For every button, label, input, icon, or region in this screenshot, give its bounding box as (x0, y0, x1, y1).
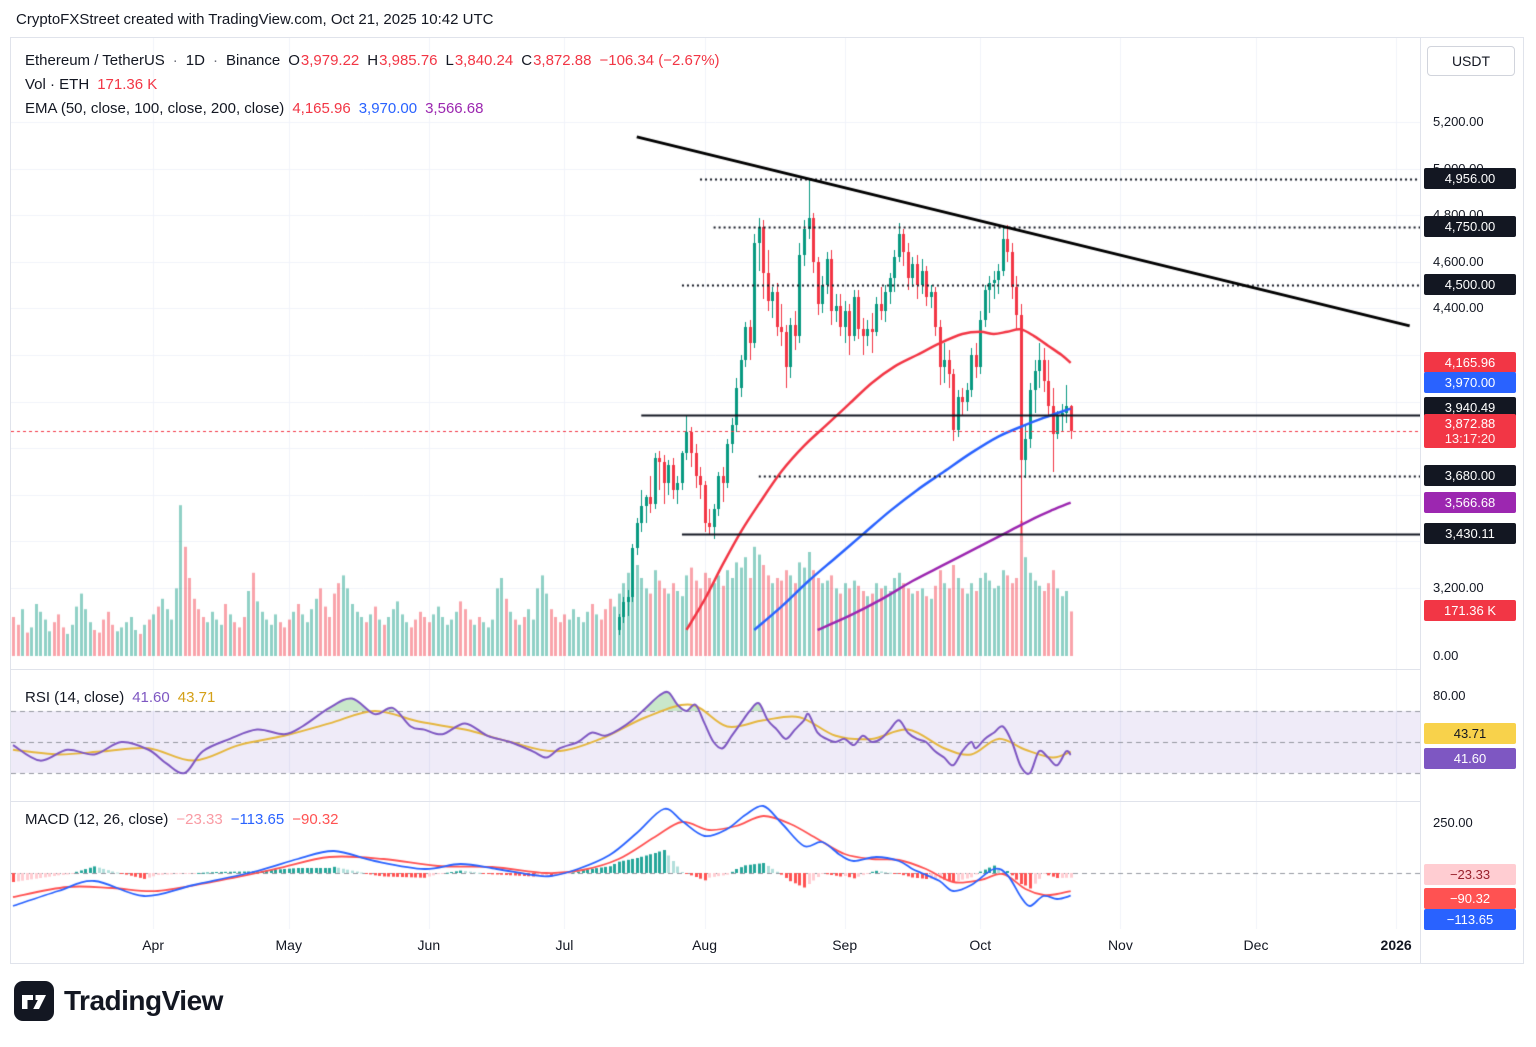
time-label: Sep (832, 937, 858, 953)
price-axis-label: 4,600.00 (1433, 253, 1484, 269)
ohlc-close: C3,872.88 (521, 52, 592, 69)
symbol-legend-row: Ethereum / TetherUS · 1D · Binance O3,97… (25, 52, 720, 69)
price-level-badge: 4,165.96 (1424, 351, 1516, 373)
caption-text: CryptoFXStreet created with TradingView.… (16, 11, 494, 28)
time-axis[interactable]: Apr May Jun Jul Aug Sep Oct Nov Dec 2026 (11, 929, 1420, 963)
macd-signal-value: −90.32 (292, 811, 339, 828)
volume-value: 171.36 K (97, 76, 158, 93)
ema200-value: 3,566.68 (425, 100, 484, 117)
rsi-ma-value: 43.71 (177, 689, 216, 706)
price-level-badge: 3,680.00 (1424, 465, 1516, 487)
macd-value-badge: −113.65 (1424, 908, 1516, 930)
rsi-value-badge: 43.71 (1424, 722, 1516, 744)
rsi-value-badge: 41.60 (1424, 748, 1516, 770)
pane-separator[interactable] (11, 801, 1523, 802)
time-label: Oct (969, 937, 992, 953)
price-level-badge: 3,566.68 (1424, 491, 1516, 513)
tradingview-logo (14, 981, 54, 1021)
price-level-badge: 3,940.49 (1424, 397, 1516, 419)
rsi-legend-row: RSI (14, close) 41.60 43.71 (25, 689, 215, 706)
macd-label: MACD (12, 26, close) (25, 811, 169, 828)
macd-axis-label: 250.00 (1433, 815, 1473, 830)
separator-dot: · (172, 52, 178, 69)
ohlc-low: L3,840.24 (445, 52, 514, 69)
price-level-badge: 4,750.00 (1424, 215, 1516, 237)
macd-legend-row: MACD (12, 26, close) −23.33 −113.65 −90.… (25, 811, 339, 828)
price-axis-label: 5,200.00 (1433, 114, 1484, 129)
symbol-title: Ethereum / TetherUS (25, 52, 165, 69)
volume-zero-label: 0.00 (1433, 648, 1459, 663)
price-level-badge: 4,956.00 (1424, 167, 1516, 189)
pane-separator[interactable] (11, 669, 1523, 670)
time-label: Jun (417, 937, 441, 953)
macd-line-value: −113.65 (230, 811, 285, 828)
macd-hist-value: −23.33 (176, 811, 223, 828)
time-label: 2026 (1380, 937, 1412, 953)
ema50-value: 4,165.96 (292, 100, 351, 117)
separator-dot: · (212, 52, 218, 69)
ohlc-high: H3,985.76 (367, 52, 438, 69)
price-axis[interactable]: USDT 5,200.005,000.004,800.004,600.004,4… (1421, 38, 1523, 963)
volume-label: Vol · ETH (25, 76, 90, 93)
price-level-badge: 3,970.00 (1424, 371, 1516, 393)
time-label: Nov (1107, 937, 1133, 953)
ema-legend-row: EMA (50, close, 100, close, 200, close) … (25, 100, 483, 117)
price-axis-label: 4,400.00 (1433, 300, 1484, 316)
time-label: Apr (142, 937, 165, 953)
macd-value-badge: −90.32 (1424, 888, 1516, 910)
brand-wordmark: TradingView (64, 985, 223, 1016)
volume-value-badge: 171.36 K (1424, 600, 1516, 622)
exchange-label: Binance (225, 52, 281, 69)
volume-legend-row: Vol · ETH 171.36 K (25, 76, 157, 93)
chart-container: Ethereum / TetherUS · 1D · Binance O3,97… (10, 37, 1524, 964)
ema-label: EMA (50, close, 100, close, 200, close) (25, 100, 285, 117)
macd-value-badge: −23.33 (1424, 863, 1516, 885)
rsi-axis-label: 80.00 (1433, 687, 1466, 703)
rsi-value: 41.60 (132, 689, 170, 706)
price-axis-label: 3,200.00 (1433, 580, 1484, 595)
time-label: Jul (555, 937, 574, 953)
price-level-badge: 4,500.00 (1424, 274, 1516, 296)
rsi-label: RSI (14, close) (25, 689, 125, 706)
macd-pane-canvas[interactable] (11, 801, 1420, 929)
ohlc-open: O3,979.22 (288, 52, 360, 69)
tradingview-footer-link[interactable]: TradingView (14, 981, 223, 1021)
rsi-pane-canvas[interactable] (11, 669, 1420, 801)
ema100-value: 3,970.00 (358, 100, 418, 117)
price-level-badge: 3,430.11 (1424, 523, 1516, 545)
time-label: Aug (692, 937, 718, 953)
usdt-button[interactable]: USDT (1427, 46, 1515, 76)
main-pane-canvas[interactable] (11, 38, 1420, 669)
time-label: May (275, 937, 302, 953)
price-axis-separator (1420, 38, 1421, 963)
change-value: −106.34 (−2.67%) (599, 52, 720, 69)
time-label: Dec (1243, 937, 1269, 953)
interval-label: 1D (185, 52, 205, 69)
current-price-badge: 3,872.88 13:17:20 (1424, 414, 1516, 449)
